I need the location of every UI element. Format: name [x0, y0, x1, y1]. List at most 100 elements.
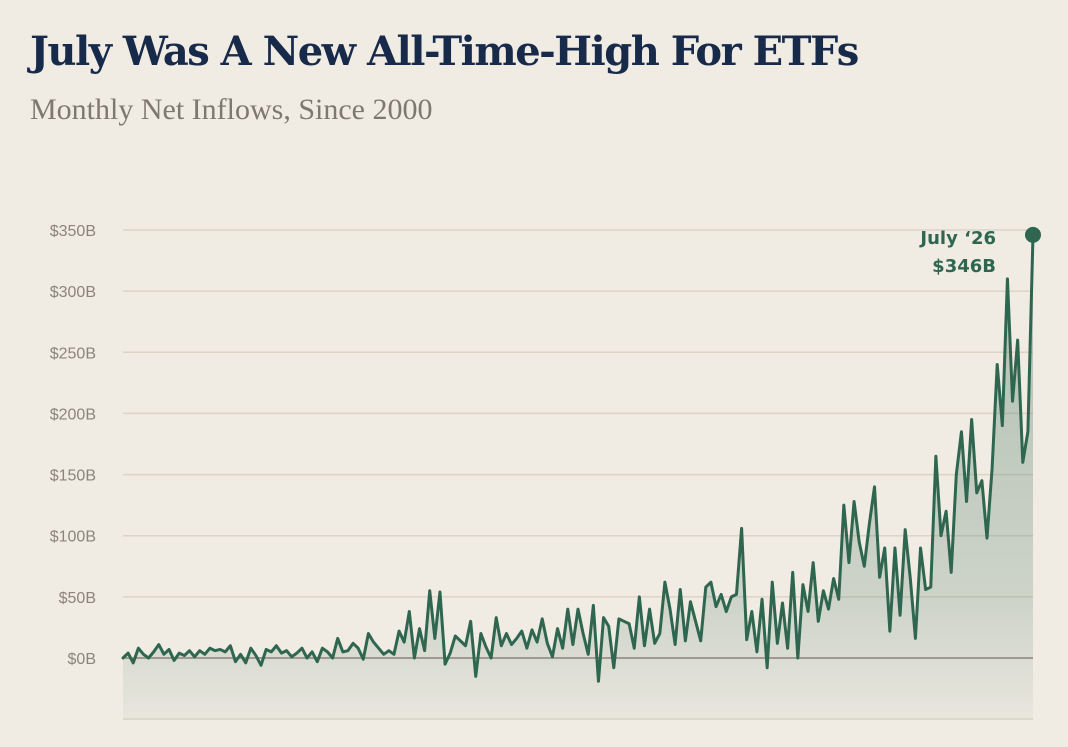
y-tick-label: $300B	[50, 284, 96, 301]
data-point	[331, 656, 335, 660]
data-point	[760, 597, 764, 601]
chart-subtitle: Monthly Net Inflows, Since 2000	[30, 93, 433, 126]
data-point	[591, 603, 595, 607]
data-point	[274, 644, 278, 648]
data-point	[770, 580, 774, 584]
data-point	[356, 646, 360, 650]
data-point	[504, 632, 508, 636]
data-point	[862, 564, 866, 568]
data-point	[443, 662, 447, 666]
data-point	[489, 656, 493, 660]
data-point	[750, 610, 754, 614]
data-point	[325, 650, 329, 654]
data-point	[1011, 399, 1015, 403]
data-point	[141, 652, 145, 656]
data-point	[673, 643, 677, 647]
data-point	[949, 570, 953, 574]
data-point	[612, 666, 616, 670]
data-point	[448, 651, 452, 655]
data-point	[295, 651, 299, 655]
data-point	[959, 430, 963, 434]
data-point	[453, 634, 457, 638]
data-point	[791, 570, 795, 574]
data-point	[540, 617, 544, 621]
data-point	[796, 656, 800, 660]
data-point	[172, 658, 176, 662]
data-point	[157, 643, 161, 647]
data-point	[873, 485, 877, 489]
data-point	[678, 588, 682, 592]
data-point	[167, 647, 171, 651]
data-point	[627, 622, 631, 626]
data-point	[622, 619, 626, 623]
data-point	[520, 629, 524, 633]
data-point	[852, 499, 856, 503]
chart-title: July Was A New All-Time-High For ETFs	[30, 28, 859, 75]
data-point	[233, 660, 237, 664]
data-point	[709, 580, 713, 584]
data-point	[821, 589, 825, 593]
data-point	[469, 619, 473, 623]
data-point	[244, 661, 248, 665]
data-point	[494, 616, 498, 620]
data-point	[428, 589, 432, 593]
data-point	[382, 652, 386, 656]
data-point	[668, 607, 672, 611]
data-point	[1021, 460, 1025, 464]
data-point	[883, 546, 887, 550]
data-point	[402, 640, 406, 644]
data-point	[269, 650, 273, 654]
data-point	[218, 647, 222, 651]
data-point	[596, 679, 600, 683]
data-point	[898, 613, 902, 617]
data-point	[479, 632, 483, 636]
data-point	[857, 540, 861, 544]
data-point	[300, 646, 304, 650]
data-point	[653, 641, 657, 645]
data-point	[867, 521, 871, 525]
data-point	[924, 588, 928, 592]
data-point	[147, 656, 151, 660]
data-point	[903, 528, 907, 532]
data-point	[658, 632, 662, 636]
data-point	[556, 627, 560, 631]
data-point	[223, 650, 227, 654]
data-point	[397, 629, 401, 633]
data-point	[310, 650, 314, 654]
data-point	[602, 616, 606, 620]
data-point	[372, 640, 376, 644]
data-point	[786, 646, 790, 650]
data-point	[729, 595, 733, 599]
data-point	[1026, 430, 1030, 434]
data-point	[827, 607, 831, 611]
y-tick-label: $250B	[50, 345, 96, 362]
data-point	[617, 617, 621, 621]
data-point	[775, 641, 779, 645]
data-point	[642, 644, 646, 648]
data-point	[806, 610, 810, 614]
data-point	[418, 627, 422, 631]
data-point	[801, 583, 805, 587]
data-point	[970, 418, 974, 422]
y-tick-label: $200B	[50, 406, 96, 423]
data-point	[663, 580, 667, 584]
data-point	[832, 577, 836, 581]
data-point	[908, 577, 912, 581]
data-point	[965, 499, 969, 503]
data-point	[198, 649, 202, 653]
data-point	[315, 660, 319, 664]
data-point	[254, 654, 258, 658]
data-point	[566, 607, 570, 611]
data-point	[464, 644, 468, 648]
data-point	[545, 641, 549, 645]
data-point	[765, 666, 769, 670]
data-point	[985, 536, 989, 540]
data-point	[336, 636, 340, 640]
data-point	[581, 632, 585, 636]
data-point	[888, 629, 892, 633]
y-tick-label: $50B	[59, 590, 96, 607]
data-point	[550, 655, 554, 659]
grid-lines	[123, 229, 1033, 720]
data-point	[458, 639, 462, 643]
data-point	[530, 628, 534, 632]
